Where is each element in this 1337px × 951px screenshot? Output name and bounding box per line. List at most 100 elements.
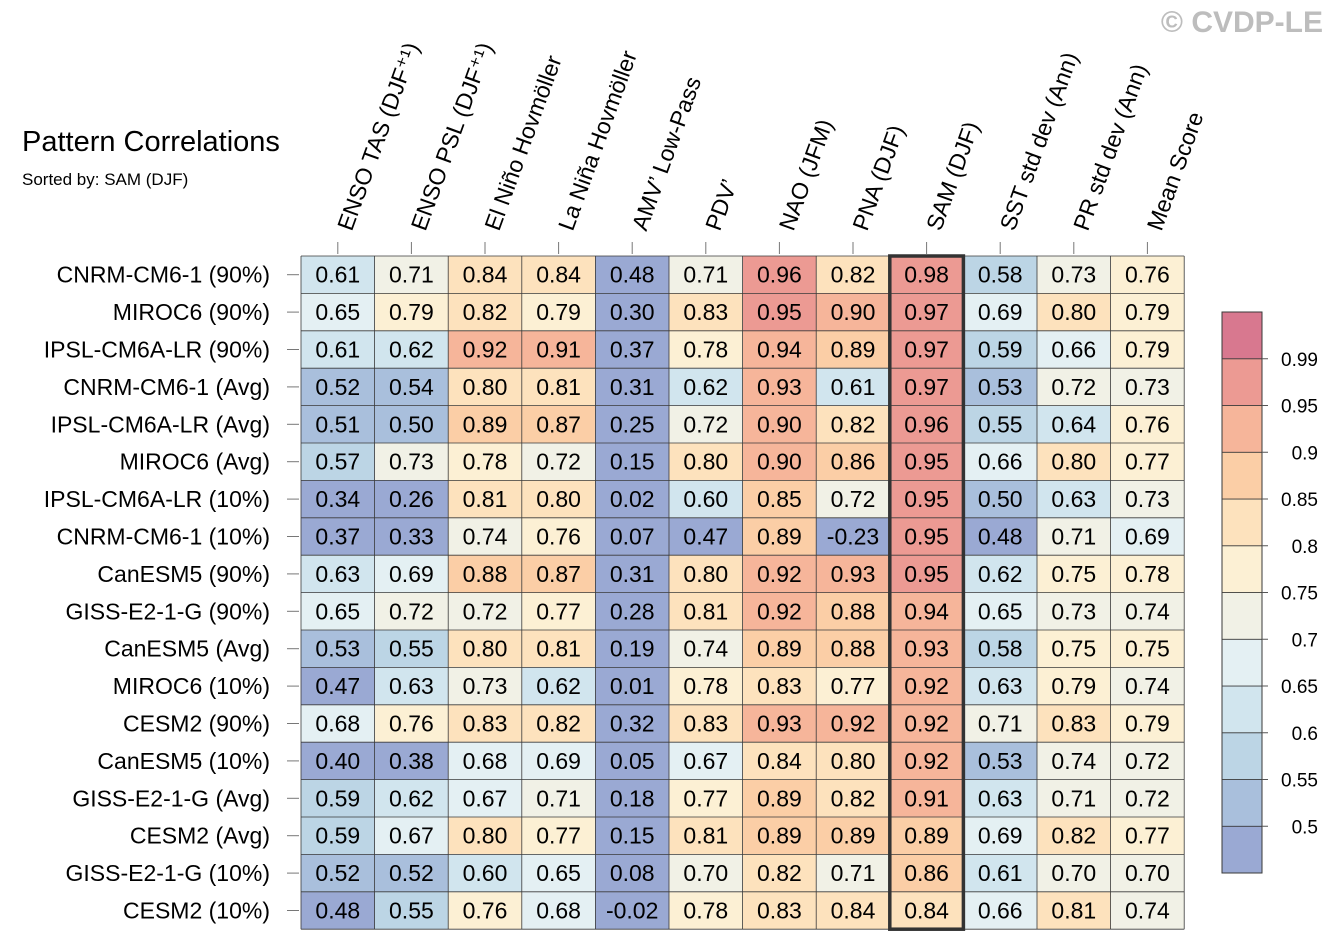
cell-value-label: 0.62 <box>683 374 728 400</box>
cell-value-label: 0.55 <box>389 636 434 662</box>
cell-value-label: 0.72 <box>389 598 434 624</box>
heatmap-cell <box>1037 630 1111 668</box>
heatmap-cell <box>301 630 375 668</box>
chart-title: Pattern Correlations <box>22 126 280 158</box>
cell-value-label: 0.89 <box>831 823 876 849</box>
colorbar-bin <box>1221 498 1263 547</box>
cell-value-label: 0.33 <box>389 524 434 550</box>
cell-value-label: 0.15 <box>610 823 655 849</box>
cell-value-label: 0.80 <box>463 636 508 662</box>
heatmap-cell <box>963 256 1037 294</box>
heatmap-cell <box>595 555 669 593</box>
cell-value-label: 0.63 <box>978 785 1023 811</box>
heatmap-cell <box>374 592 449 630</box>
cell-value-label: 0.48 <box>610 262 655 288</box>
heatmap-cell <box>448 854 522 892</box>
cell-value-label: 0.75 <box>1125 636 1170 662</box>
heatmap-cell <box>448 368 522 406</box>
heatmap-cell <box>301 480 375 518</box>
heatmap-cell <box>742 817 817 855</box>
cell-value-label: 0.74 <box>1051 748 1096 774</box>
cell-value-label: 0.97 <box>904 337 949 363</box>
heatmap-cell <box>742 330 817 369</box>
cell-value-label: 0.84 <box>463 262 508 288</box>
heatmap-cell <box>1110 368 1185 406</box>
column-label: Mean Score <box>1142 108 1209 233</box>
heatmap-cell <box>521 630 596 668</box>
cell-value-label: 0.90 <box>757 449 802 475</box>
heatmap-cell <box>301 667 375 705</box>
cell-value-label: 0.61 <box>315 337 360 363</box>
heatmap-cell <box>816 817 890 855</box>
heatmap-cell <box>1037 667 1111 705</box>
cell-value-label: 0.78 <box>1125 561 1170 587</box>
heatmap-cell <box>889 667 964 705</box>
heatmap-cell <box>1110 742 1185 780</box>
cell-value-label: 0.01 <box>610 673 655 699</box>
cell-value-label: 0.69 <box>1125 524 1170 550</box>
heatmap-cell <box>669 742 743 780</box>
heatmap-cell <box>521 779 596 817</box>
cell-value-label: 0.79 <box>1125 711 1170 737</box>
heatmap-cell <box>448 330 522 369</box>
colorbar-tick-label: 0.9 <box>1292 443 1318 464</box>
cell-value-label: 0.92 <box>463 337 508 363</box>
heatmap-cell <box>1110 854 1185 892</box>
heatmap-cell <box>448 742 522 780</box>
heatmap-cell <box>448 891 522 930</box>
cell-value-label: 0.25 <box>610 411 655 437</box>
heatmap-cell <box>742 368 817 406</box>
cell-value-label: 0.74 <box>463 524 508 550</box>
heatmap-cell <box>742 704 817 743</box>
cell-value-label: 0.95 <box>904 524 949 550</box>
cell-value-label: 0.72 <box>1125 748 1170 774</box>
cell-value-label: 0.31 <box>610 561 655 587</box>
heatmap-cell <box>816 330 890 369</box>
heatmap-cell <box>595 443 669 481</box>
cell-value-label: 0.58 <box>978 636 1023 662</box>
heatmap-cell <box>448 405 522 443</box>
heatmap-cell <box>374 517 449 556</box>
heatmap-cell <box>301 517 375 556</box>
colorbar-tick-label: 0.6 <box>1292 724 1318 745</box>
heatmap-cell <box>301 256 375 294</box>
row-labels: CNRM-CM6-1 (90%) MIROC6 (90%) IPSL-CM6A-LR… <box>44 262 270 924</box>
cell-value-label: 0.71 <box>1051 785 1096 811</box>
cell-value-label: 0.83 <box>463 711 508 737</box>
cell-value-label: 0.62 <box>536 673 581 699</box>
heatmap-cell <box>1037 330 1111 369</box>
cell-value-label: 0.50 <box>389 411 434 437</box>
cell-value-label: 0.81 <box>463 486 508 512</box>
cell-value-label: 0.87 <box>536 561 581 587</box>
heatmap-cell <box>595 779 669 817</box>
heatmap-cell <box>816 480 890 518</box>
cell-value-label: 0.82 <box>757 860 802 886</box>
cell-value-label: 0.53 <box>978 748 1023 774</box>
cell-value-label: 0.77 <box>831 673 876 699</box>
cell-value-label: 0.81 <box>683 598 728 624</box>
cell-value-label: 0.77 <box>536 823 581 849</box>
heatmap-cell <box>1110 817 1185 855</box>
cell-value-label: 0.79 <box>389 299 434 325</box>
row-label: IPSL-CM6A-LR (90%) <box>44 337 270 363</box>
cell-value-label: 0.89 <box>757 636 802 662</box>
cell-value-label: 0.69 <box>389 561 434 587</box>
heatmap-cell <box>1037 405 1111 443</box>
cell-value-label: 0.77 <box>536 598 581 624</box>
heatmap-cell <box>595 817 669 855</box>
heatmap-cell <box>1037 779 1111 817</box>
colorbar-tick-label: 0.85 <box>1281 490 1318 511</box>
heatmap-cell <box>448 293 522 331</box>
heatmap-cell <box>301 704 375 743</box>
cell-value-label: 0.62 <box>978 561 1023 587</box>
heatmap-cell <box>963 891 1037 930</box>
heatmap-cell <box>1037 443 1111 481</box>
heatmap-cell <box>963 293 1037 331</box>
cell-value-label: 0.34 <box>315 486 360 512</box>
cell-value-label: 0.08 <box>610 860 655 886</box>
row-label: CanESM5 (Avg) <box>104 636 270 662</box>
heatmap-cell <box>595 667 669 705</box>
cell-value-label: 0.72 <box>536 449 581 475</box>
heatmap-cell <box>669 293 743 331</box>
cell-value-label: 0.53 <box>978 374 1023 400</box>
